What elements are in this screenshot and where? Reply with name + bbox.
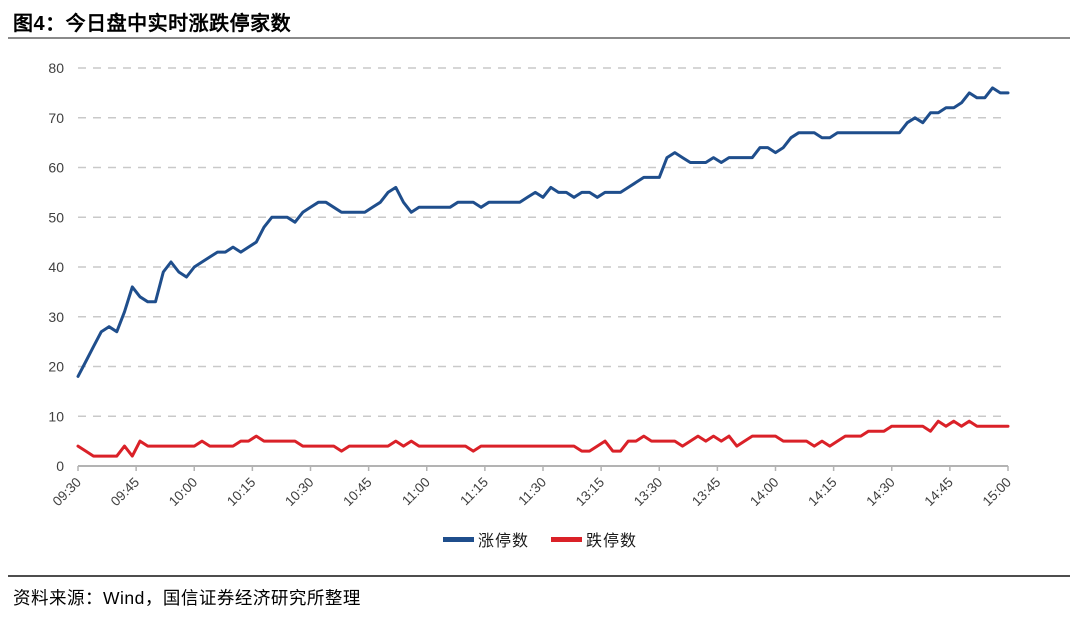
y-tick-label: 0 bbox=[56, 458, 64, 474]
legend-label-limit-up: 涨停数 bbox=[477, 533, 529, 550]
y-tick-label: 80 bbox=[48, 60, 64, 76]
x-tick-label: 10:45 bbox=[340, 475, 375, 510]
x-tick-label: 14:45 bbox=[921, 475, 956, 510]
x-tick-label: 13:30 bbox=[631, 475, 666, 510]
limit-down-series-line bbox=[76, 419, 1010, 458]
y-tick-label: 40 bbox=[48, 259, 64, 275]
x-tick-label: 09:45 bbox=[108, 475, 143, 510]
y-tick-label: 70 bbox=[48, 110, 64, 126]
x-tick-label: 15:00 bbox=[980, 475, 1015, 510]
x-tick-label: 09:30 bbox=[50, 475, 85, 510]
x-tick-label: 11:30 bbox=[515, 475, 549, 509]
y-tick-label: 30 bbox=[48, 309, 64, 325]
source-note: 资料来源：Wind，国信证券经济研究所整理 bbox=[13, 588, 361, 608]
limit-up-line-swatch bbox=[442, 536, 474, 542]
source-divider-line bbox=[8, 575, 1070, 577]
x-tick-label: 11:00 bbox=[399, 475, 433, 509]
y-tick-label: 20 bbox=[48, 359, 64, 375]
limit-up-series-line bbox=[76, 86, 1010, 378]
x-tick-label: 13:15 bbox=[573, 475, 608, 510]
chart-area: 0 10 20 30 40 50 60 70 80 09:30 09:45 10:00 10:15 10:… bbox=[0, 42, 1080, 520]
y-tick-label: 10 bbox=[48, 408, 64, 424]
x-tick-label: 14:00 bbox=[747, 475, 782, 510]
x-tick-label: 14:30 bbox=[863, 475, 898, 510]
x-tick-label: 10:15 bbox=[224, 475, 259, 510]
line-chart: 0 10 20 30 40 50 60 70 80 09:30 09:45 10:00 10:15 10:… bbox=[48, 60, 1015, 510]
legend-item-limit-down: 跌停数 bbox=[551, 527, 637, 551]
x-tick-label: 14:15 bbox=[805, 475, 840, 510]
legend-item-limit-up: 涨停数 bbox=[442, 527, 529, 551]
x-tick-label: 10:00 bbox=[166, 475, 201, 510]
y-tick-label: 60 bbox=[48, 160, 64, 176]
title-divider-line bbox=[8, 37, 1070, 39]
legend-label-limit-down: 跌停数 bbox=[586, 533, 638, 550]
y-tick-label: 50 bbox=[48, 209, 64, 225]
chart-legend: 涨停数 跌停数 bbox=[0, 527, 1080, 551]
x-tick-label: 13:45 bbox=[689, 475, 724, 510]
figure-title: 图4：今日盘中实时涨跌停家数 bbox=[13, 13, 292, 35]
limit-down-line-swatch bbox=[551, 536, 582, 542]
x-tick-label: 10:30 bbox=[282, 475, 317, 510]
x-tick-label: 11:15 bbox=[457, 475, 491, 509]
